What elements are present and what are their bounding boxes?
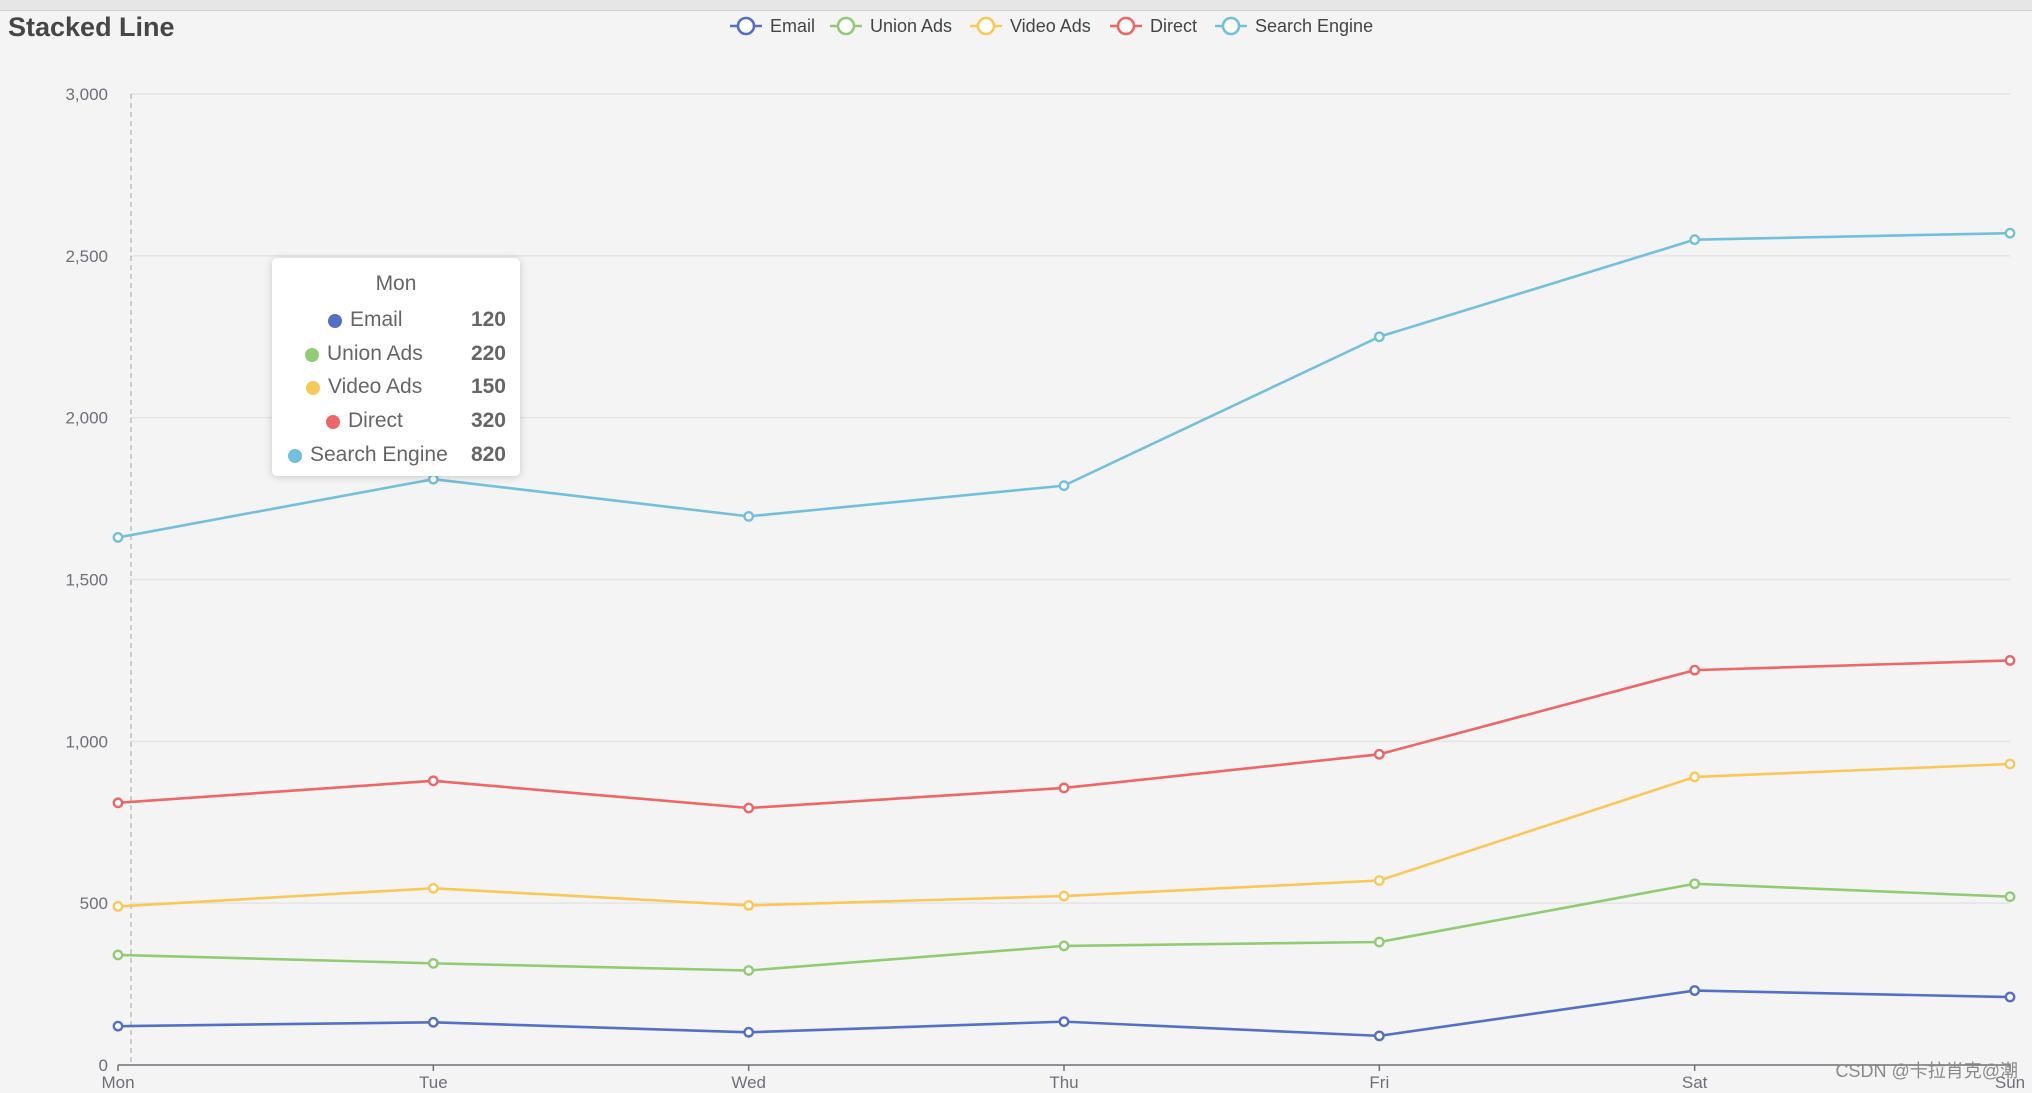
tooltip-marker bbox=[305, 348, 319, 362]
data-point bbox=[2004, 991, 2016, 1003]
data-point bbox=[1058, 782, 1070, 794]
y-tick-label: 1,000 bbox=[65, 732, 108, 751]
chart-title: Stacked Line bbox=[8, 12, 175, 42]
y-tick-label: 1,500 bbox=[65, 571, 108, 590]
x-tick-label: Sun bbox=[1995, 1073, 2025, 1092]
tooltip-value: 150 bbox=[470, 375, 506, 398]
legend-marker bbox=[976, 16, 996, 36]
data-point bbox=[1373, 331, 1385, 343]
tooltip-value: 120 bbox=[470, 308, 506, 331]
tooltip-marker bbox=[326, 415, 340, 429]
tooltip-series-name: Search Engine bbox=[310, 443, 448, 466]
data-point bbox=[1689, 664, 1701, 676]
data-point bbox=[743, 802, 755, 814]
y-tick-label: 500 bbox=[80, 894, 108, 913]
legend-marker bbox=[1116, 16, 1136, 36]
legend-item-union-ads[interactable]: Union Ads bbox=[830, 16, 952, 36]
x-tick-label: Tue bbox=[419, 1073, 448, 1092]
data-point bbox=[112, 949, 124, 961]
legend-label: Email bbox=[770, 16, 815, 36]
data-point bbox=[1689, 985, 1701, 996]
x-tick-label: Sat bbox=[1682, 1073, 1708, 1092]
x-tick-label: Wed bbox=[731, 1073, 766, 1092]
legend-label: Union Ads bbox=[870, 16, 952, 36]
y-tick-label: 0 bbox=[99, 1056, 108, 1075]
data-point bbox=[2004, 758, 2016, 770]
legend-item-email[interactable]: Email bbox=[730, 16, 815, 36]
data-point bbox=[2004, 227, 2016, 239]
legend-item-direct[interactable]: Direct bbox=[1110, 16, 1197, 36]
data-point bbox=[1373, 1030, 1385, 1042]
data-point bbox=[743, 900, 755, 911]
legend-item-search-engine[interactable]: Search Engine bbox=[1215, 16, 1373, 36]
data-point bbox=[1689, 234, 1701, 246]
tooltip-series-name: Video Ads bbox=[328, 375, 423, 398]
data-point bbox=[743, 1026, 755, 1038]
data-point bbox=[2004, 655, 2016, 666]
tooltip-series-name: Direct bbox=[348, 409, 403, 432]
tooltip-value: 320 bbox=[470, 409, 506, 432]
data-point bbox=[2004, 891, 2016, 903]
data-point bbox=[427, 882, 439, 894]
data-point bbox=[1058, 1016, 1070, 1028]
data-point bbox=[1373, 936, 1385, 948]
tooltip-marker bbox=[288, 449, 302, 463]
data-point bbox=[427, 1016, 439, 1028]
legend-label: Video Ads bbox=[1010, 16, 1091, 36]
tooltip-row-email: Email 120 bbox=[272, 306, 520, 336]
tooltip-series-name: Email bbox=[350, 308, 403, 331]
tooltip-value: 220 bbox=[470, 342, 506, 365]
tooltip-row-union-ads: Union Ads 220 bbox=[272, 340, 520, 370]
data-point bbox=[112, 532, 124, 543]
data-point bbox=[112, 901, 124, 912]
tooltip-row-video-ads: Video Ads 150 bbox=[272, 373, 520, 403]
tooltip-marker bbox=[328, 314, 342, 328]
data-point bbox=[112, 797, 124, 809]
legend-marker bbox=[736, 16, 756, 36]
legend-label: Direct bbox=[1150, 16, 1197, 36]
data-point bbox=[1058, 890, 1070, 902]
data-point bbox=[743, 965, 755, 976]
y-tick-label: 3,000 bbox=[65, 85, 108, 104]
tooltip-row-search-engine: Search Engine 820 bbox=[272, 441, 520, 471]
x-tick-label: Mon bbox=[101, 1073, 134, 1092]
data-point bbox=[427, 473, 439, 485]
data-point bbox=[1689, 878, 1701, 890]
legend-marker bbox=[836, 16, 856, 36]
legend-item-video-ads[interactable]: Video Ads bbox=[970, 16, 1091, 36]
data-point bbox=[1373, 875, 1385, 886]
tooltip-row-direct: Direct 320 bbox=[272, 407, 520, 437]
data-point bbox=[427, 957, 439, 969]
x-tick-label: Thu bbox=[1049, 1073, 1078, 1092]
legend-marker bbox=[1221, 16, 1241, 36]
data-point bbox=[1058, 480, 1070, 492]
legend-label: Search Engine bbox=[1255, 16, 1373, 36]
tooltip-marker bbox=[306, 381, 320, 395]
tooltip-series-name: Union Ads bbox=[327, 342, 423, 365]
data-point bbox=[1058, 940, 1070, 952]
tooltip: Mon Email 120 Union Ads 220 Video Ads 15… bbox=[272, 258, 520, 476]
window-top-strip bbox=[0, 0, 2032, 11]
x-tick-label: Fri bbox=[1369, 1073, 1389, 1092]
data-point bbox=[1689, 771, 1701, 783]
series-line-email bbox=[117, 989, 2011, 1038]
y-tick-label: 2,500 bbox=[65, 247, 108, 266]
data-point bbox=[427, 775, 439, 787]
tooltip-value: 820 bbox=[470, 443, 506, 466]
watermark: CSDN @卡拉肖克@潮 bbox=[1835, 1061, 2018, 1081]
data-point bbox=[1373, 748, 1385, 760]
data-point bbox=[743, 510, 755, 522]
data-point bbox=[112, 1020, 124, 1032]
tooltip-header: Mon bbox=[375, 272, 417, 295]
y-tick-label: 2,000 bbox=[65, 409, 108, 428]
